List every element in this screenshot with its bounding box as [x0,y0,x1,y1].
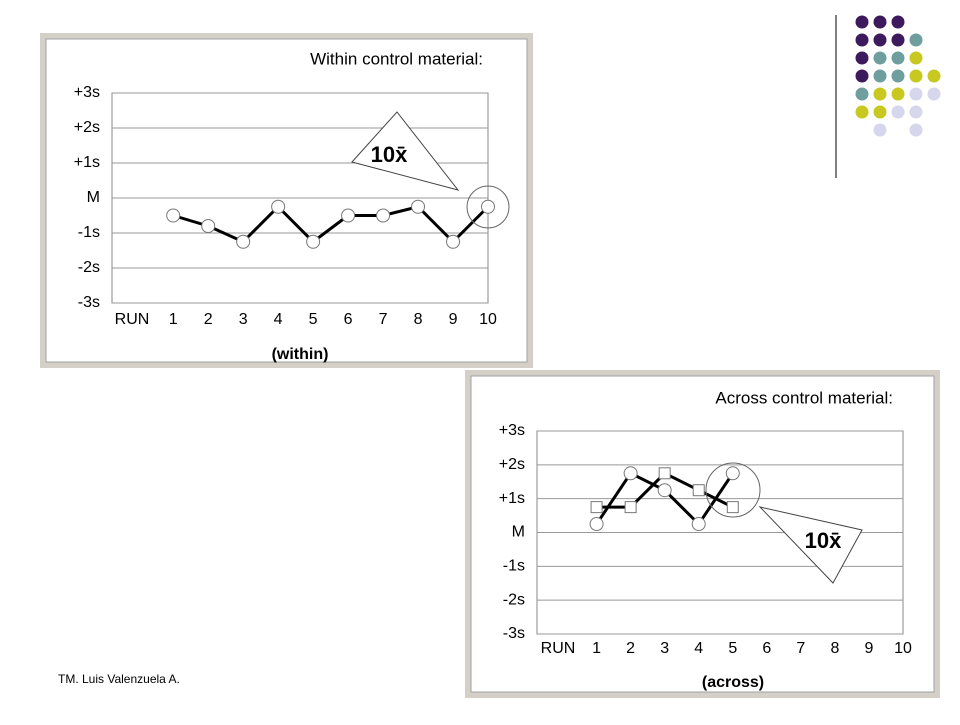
marker [623,466,638,481]
x-tick-label: 7 [796,640,805,657]
dot [873,51,887,65]
chart-title: Within control material: [310,49,483,68]
y-tick-label: M [87,189,100,206]
marker [624,501,637,514]
x-tick-label: 10 [894,640,912,657]
dot [873,105,887,119]
dot [909,51,923,65]
highlight-circle [466,185,510,229]
marker [657,483,672,498]
dot [927,69,941,83]
marker [658,467,671,480]
x-tick-label: 1 [592,640,601,657]
highlight-circle [705,462,761,518]
dot [927,87,941,101]
x-tick-label: 6 [762,640,771,657]
annotation: 10x̄ [805,528,842,553]
y-tick-label: +2s [74,119,100,136]
dot [873,87,887,101]
dot [909,105,923,119]
x-tick-label: 8 [830,640,839,657]
marker [589,517,604,532]
x-tick-label: 3 [660,640,669,657]
x-tick-label: 3 [239,311,248,328]
y-tick-label: -1s [503,558,525,575]
y-tick-label: +1s [499,490,525,507]
dot [873,69,887,83]
dot [855,15,869,29]
marker [691,517,706,532]
marker [236,234,251,249]
dot [891,51,905,65]
dot [909,33,923,47]
dot [855,87,869,101]
y-tick-label: -3s [78,294,100,311]
x-tick-label: 6 [344,311,353,328]
x-label: (within) [272,346,329,363]
dot [873,123,887,137]
dot [855,51,869,65]
dot [891,105,905,119]
marker [306,234,321,249]
marker [692,484,705,497]
dot [909,69,923,83]
dot [855,69,869,83]
y-tick-label: -2s [78,259,100,276]
y-tick-label: +3s [499,422,525,439]
x-axis-label: RUN [541,640,576,657]
marker [446,234,461,249]
marker [166,208,181,223]
decoration [855,15,941,137]
marker [341,208,356,223]
x-tick-label: 5 [309,311,318,328]
series-line [172,204,490,244]
y-tick-label: -2s [503,591,525,608]
dot [873,33,887,47]
marker [725,466,740,481]
y-tick-label: M [512,524,525,541]
dot [891,33,905,47]
y-tick-label: +3s [74,84,100,101]
dot [855,105,869,119]
y-tick-label: -3s [503,625,525,642]
callout [351,111,460,191]
dot [909,87,923,101]
y-tick-label: -1s [78,224,100,241]
x-tick-label: 2 [204,311,213,328]
marker [481,199,495,214]
marker [271,199,286,214]
x-tick-label: 4 [274,311,283,328]
dot [909,123,923,137]
marker [590,501,603,514]
dot [891,87,905,101]
callout [758,506,863,584]
x-tick-label: 9 [865,640,874,657]
dot [855,33,869,47]
y-tick-label: +1s [74,154,100,171]
x-tick-label: 2 [626,640,635,657]
x-label: (across) [702,674,764,691]
x-tick-label: 10 [479,311,497,328]
y-tick-label: +2s [499,456,525,473]
chart-title: Across control material: [715,388,893,407]
dot [891,69,905,83]
x-tick-label: 5 [728,640,737,657]
x-tick-label: 7 [379,311,388,328]
x-tick-label: 1 [169,311,178,328]
marker [376,208,391,223]
annotation: 10x̄ [371,142,408,167]
dot [891,15,905,29]
x-tick-label: 9 [449,311,458,328]
x-axis-label: RUN [115,311,150,328]
marker [201,219,216,233]
dot [873,15,887,29]
x-tick-label: 4 [694,640,703,657]
marker [726,501,739,514]
x-tick-label: 8 [414,311,423,328]
marker [411,199,426,214]
footer: TM. Luis Valenzuela A. [58,672,180,686]
